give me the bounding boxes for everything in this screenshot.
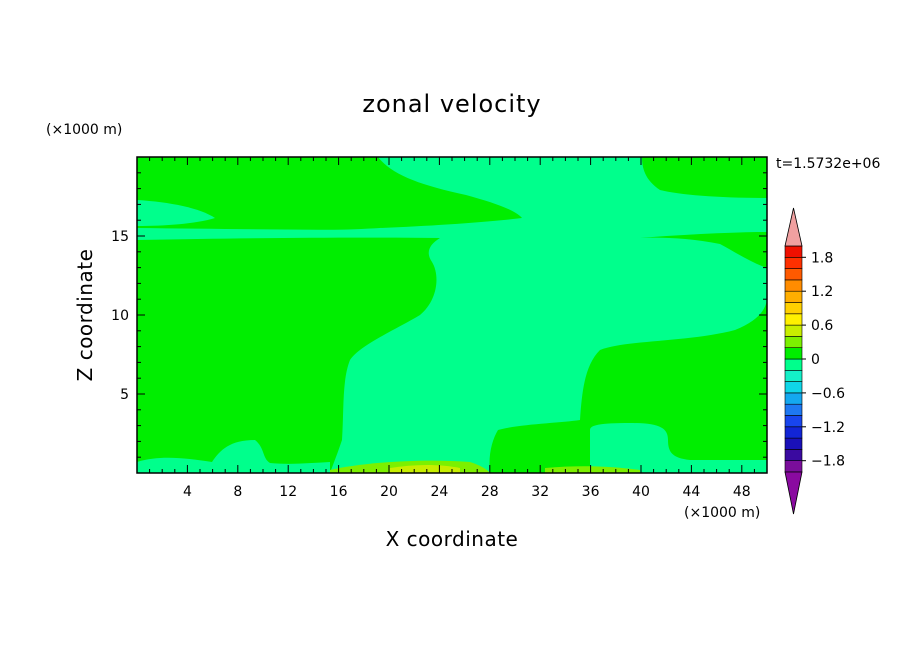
y-tick-label: 10: [111, 308, 129, 324]
field-surface-jet-core: [390, 465, 460, 473]
colorbar-swatch: [784, 426, 803, 439]
x-axis-unit: (×1000 m): [684, 505, 760, 521]
y-tick-label: 5: [120, 387, 129, 403]
colorbar-swatch: [784, 324, 803, 337]
colorbar-tick-label: 0: [811, 352, 820, 368]
field-upper-left-tongue: [137, 200, 215, 226]
colorbar-tick-label: −1.2: [811, 420, 845, 436]
colorbar-swatch: [784, 460, 803, 473]
x-tick-label: 16: [330, 484, 348, 500]
field-near-surface-left: [137, 440, 330, 473]
y-axis-unit: (×1000 m): [46, 122, 122, 138]
x-tick-label: 44: [682, 484, 700, 500]
colorbar-swatch: [784, 268, 803, 281]
field-lower-right-blob: [590, 423, 767, 473]
colorbar-swatch: [784, 449, 803, 461]
colorbar-swatch: [784, 358, 803, 371]
colorbar-over-arrow: [784, 207, 803, 247]
x-tick-label: 8: [233, 484, 242, 500]
field-negative-core: [137, 157, 767, 473]
colorbar-swatch: [784, 256, 803, 269]
colorbar-swatch: [784, 392, 803, 405]
colorbar-tick-label: 0.6: [811, 318, 833, 334]
colorbar-swatch: [784, 403, 803, 416]
x-tick-label: 48: [733, 484, 751, 500]
colorbar-swatch: [784, 336, 803, 348]
chart-title: zonal velocity: [362, 90, 541, 118]
colorbar-tick-label: 1.2: [811, 284, 833, 300]
colorbar-swatch: [784, 347, 803, 360]
colorbar-under-arrow: [784, 471, 803, 515]
x-tick-label: 28: [481, 484, 499, 500]
field-thin-band-15km: [137, 226, 767, 234]
colorbar-tick-label: −1.8: [811, 454, 845, 470]
y-tick-label: 15: [111, 229, 129, 245]
colorbar-swatch: [784, 245, 803, 258]
x-tick-label: 32: [531, 484, 549, 500]
x-tick-label: 24: [430, 484, 448, 500]
colorbar-tick-label: −0.6: [811, 386, 845, 402]
x-tick-label: 36: [582, 484, 600, 500]
colorbar-swatch: [784, 313, 803, 326]
y-axis-label: Z coordinate: [73, 249, 97, 382]
colorbar-tick-label: 1.8: [811, 250, 833, 266]
colorbar-swatch: [784, 290, 803, 303]
colorbar-swatch: [784, 369, 803, 382]
colorbar-swatch: [784, 437, 803, 450]
x-tick-label: 20: [380, 484, 398, 500]
x-axis-label: X coordinate: [386, 527, 519, 551]
colorbar: 1.8 1.2 0.6 0 −0.6 −1.2 −1.8: [784, 207, 845, 515]
colorbar-swatch: [784, 415, 803, 428]
colorbar-swatch: [784, 381, 803, 394]
colorbar-swatch: [784, 302, 803, 315]
colorbar-swatch: [784, 279, 803, 292]
x-tick-label: 12: [279, 484, 297, 500]
x-tick-label: 40: [632, 484, 650, 500]
contour-field: [137, 157, 767, 473]
x-tick-label: 4: [183, 484, 192, 500]
time-label: t=1.5732e+06: [776, 156, 880, 172]
